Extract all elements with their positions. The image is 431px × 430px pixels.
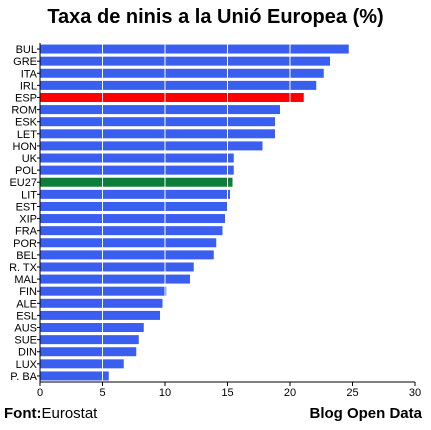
bar-xip: [40, 214, 225, 224]
bar-mal: [40, 274, 190, 284]
category-label: FIN: [19, 286, 37, 298]
source-value: Eurostat: [41, 405, 98, 422]
bar-hon: [40, 141, 263, 151]
bar-fra: [40, 226, 223, 236]
category-label: BEL: [16, 250, 37, 262]
category-label: EU27: [9, 177, 37, 189]
category-label: FRA: [15, 226, 38, 238]
category-label: DIN: [18, 347, 37, 359]
category-label: EST: [16, 201, 38, 213]
bar-rom: [40, 105, 280, 115]
bar-ale: [40, 298, 163, 308]
category-label: ITA: [21, 68, 38, 80]
bar-sue: [40, 335, 139, 345]
x-tick-label: 0: [37, 387, 43, 399]
bar-din: [40, 347, 137, 357]
gridlines-group: [102, 43, 416, 382]
bar-pol: [40, 165, 234, 175]
category-label: ALE: [16, 298, 37, 310]
source-note: Font:Eurostat: [4, 405, 97, 422]
category-label: LIT: [21, 189, 37, 201]
category-label: LET: [17, 129, 37, 141]
bar-r-tx: [40, 262, 194, 272]
category-label: GRE: [13, 56, 37, 68]
category-label: ESP: [15, 92, 37, 104]
bar-est: [40, 201, 228, 211]
category-label: LUX: [16, 359, 38, 371]
bar-fin: [40, 286, 167, 296]
bar-gre: [40, 56, 330, 66]
bar-lit: [40, 189, 230, 199]
category-label: XIP: [19, 214, 37, 226]
bar-esl: [40, 310, 160, 320]
category-label: SUE: [14, 335, 37, 347]
category-label: R. TX: [9, 262, 38, 274]
category-label: POL: [15, 165, 37, 177]
bar-irl: [40, 80, 317, 90]
credit-note: Blog Open Data: [309, 405, 422, 422]
x-tick-label: 30: [409, 387, 421, 399]
bar-eu27: [40, 177, 233, 187]
source-label: Font:: [4, 405, 42, 422]
category-label: P. BA: [10, 371, 37, 383]
category-labels-group: BULGREITAIRLESPROMESKLETHONUKPOLEU27LITE…: [9, 44, 38, 383]
bar-esp: [40, 92, 304, 102]
bar-bel: [40, 250, 214, 260]
x-tick-label: 25: [346, 387, 358, 399]
bar-let: [40, 129, 275, 139]
axes-group: [37, 43, 416, 386]
category-label: ESK: [15, 117, 38, 129]
x-tick-label: 10: [159, 387, 171, 399]
bar-lux: [40, 359, 124, 369]
x-tick-label: 20: [284, 387, 296, 399]
bar-uk: [40, 153, 234, 163]
category-label: ROM: [11, 105, 37, 117]
category-label: UK: [22, 153, 38, 165]
category-label: ESL: [16, 310, 37, 322]
bar-por: [40, 238, 217, 248]
bar-esk: [40, 117, 275, 127]
bar-aus: [40, 323, 144, 333]
category-label: MAL: [14, 274, 37, 286]
bar-ita: [40, 68, 324, 78]
bars-group: [40, 44, 349, 381]
x-ticks-group: 0 5 10 15 20 25 30: [37, 387, 421, 399]
x-tick-label: 5: [99, 387, 105, 399]
category-label: BUL: [16, 44, 37, 56]
category-label: POR: [13, 238, 37, 250]
bar-bul: [40, 44, 349, 54]
chart-title: Taxa de ninis a la Unió Europea (%): [47, 6, 384, 28]
category-label: HON: [13, 141, 38, 153]
category-label: AUS: [14, 323, 37, 335]
bar-p-ba: [40, 371, 109, 381]
x-tick-label: 15: [221, 387, 233, 399]
category-label: IRL: [20, 80, 37, 92]
